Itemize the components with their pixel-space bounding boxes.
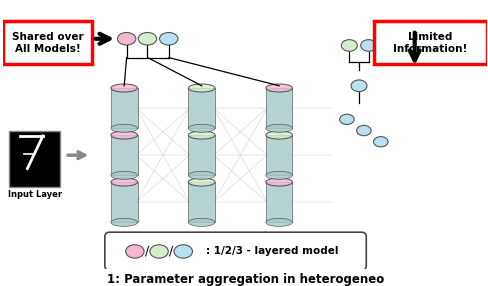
Ellipse shape (150, 245, 168, 258)
Ellipse shape (373, 137, 388, 147)
FancyBboxPatch shape (105, 232, 366, 270)
Ellipse shape (111, 178, 138, 186)
FancyBboxPatch shape (111, 135, 138, 175)
Text: Limited
Information!: Limited Information! (393, 32, 468, 53)
Ellipse shape (266, 124, 292, 132)
FancyBboxPatch shape (188, 88, 215, 128)
Ellipse shape (118, 33, 136, 45)
Ellipse shape (188, 178, 215, 186)
Ellipse shape (266, 131, 292, 139)
Ellipse shape (188, 218, 215, 227)
Ellipse shape (266, 84, 292, 92)
FancyBboxPatch shape (266, 182, 292, 222)
Ellipse shape (341, 40, 357, 51)
Text: Input Layer: Input Layer (8, 190, 61, 199)
Ellipse shape (111, 124, 138, 132)
FancyBboxPatch shape (266, 88, 292, 128)
Ellipse shape (138, 33, 157, 45)
Ellipse shape (188, 171, 215, 179)
Text: /: / (169, 245, 173, 258)
Ellipse shape (361, 40, 377, 51)
Ellipse shape (188, 84, 215, 92)
Ellipse shape (111, 218, 138, 227)
Text: /: / (145, 245, 149, 258)
FancyBboxPatch shape (188, 135, 215, 175)
FancyBboxPatch shape (188, 182, 215, 222)
Ellipse shape (174, 245, 192, 258)
Ellipse shape (351, 80, 367, 92)
Ellipse shape (111, 171, 138, 179)
FancyBboxPatch shape (374, 21, 487, 64)
Text: Shared over
All Models!: Shared over All Models! (12, 32, 83, 53)
Ellipse shape (160, 33, 178, 45)
Ellipse shape (266, 178, 292, 186)
Ellipse shape (111, 84, 138, 92)
Text: 1: Parameter aggregation in heterogeneo: 1: Parameter aggregation in heterogeneo (106, 273, 384, 286)
Text: : 1/2/3 - layered model: : 1/2/3 - layered model (205, 247, 338, 257)
Ellipse shape (266, 171, 292, 179)
Ellipse shape (266, 218, 292, 227)
Ellipse shape (357, 125, 371, 136)
FancyBboxPatch shape (9, 130, 60, 186)
Ellipse shape (111, 131, 138, 139)
FancyBboxPatch shape (111, 88, 138, 128)
Ellipse shape (188, 124, 215, 132)
Ellipse shape (125, 245, 144, 258)
FancyBboxPatch shape (266, 135, 292, 175)
Ellipse shape (188, 131, 215, 139)
FancyBboxPatch shape (111, 182, 138, 222)
Ellipse shape (340, 114, 354, 124)
FancyBboxPatch shape (3, 21, 92, 64)
